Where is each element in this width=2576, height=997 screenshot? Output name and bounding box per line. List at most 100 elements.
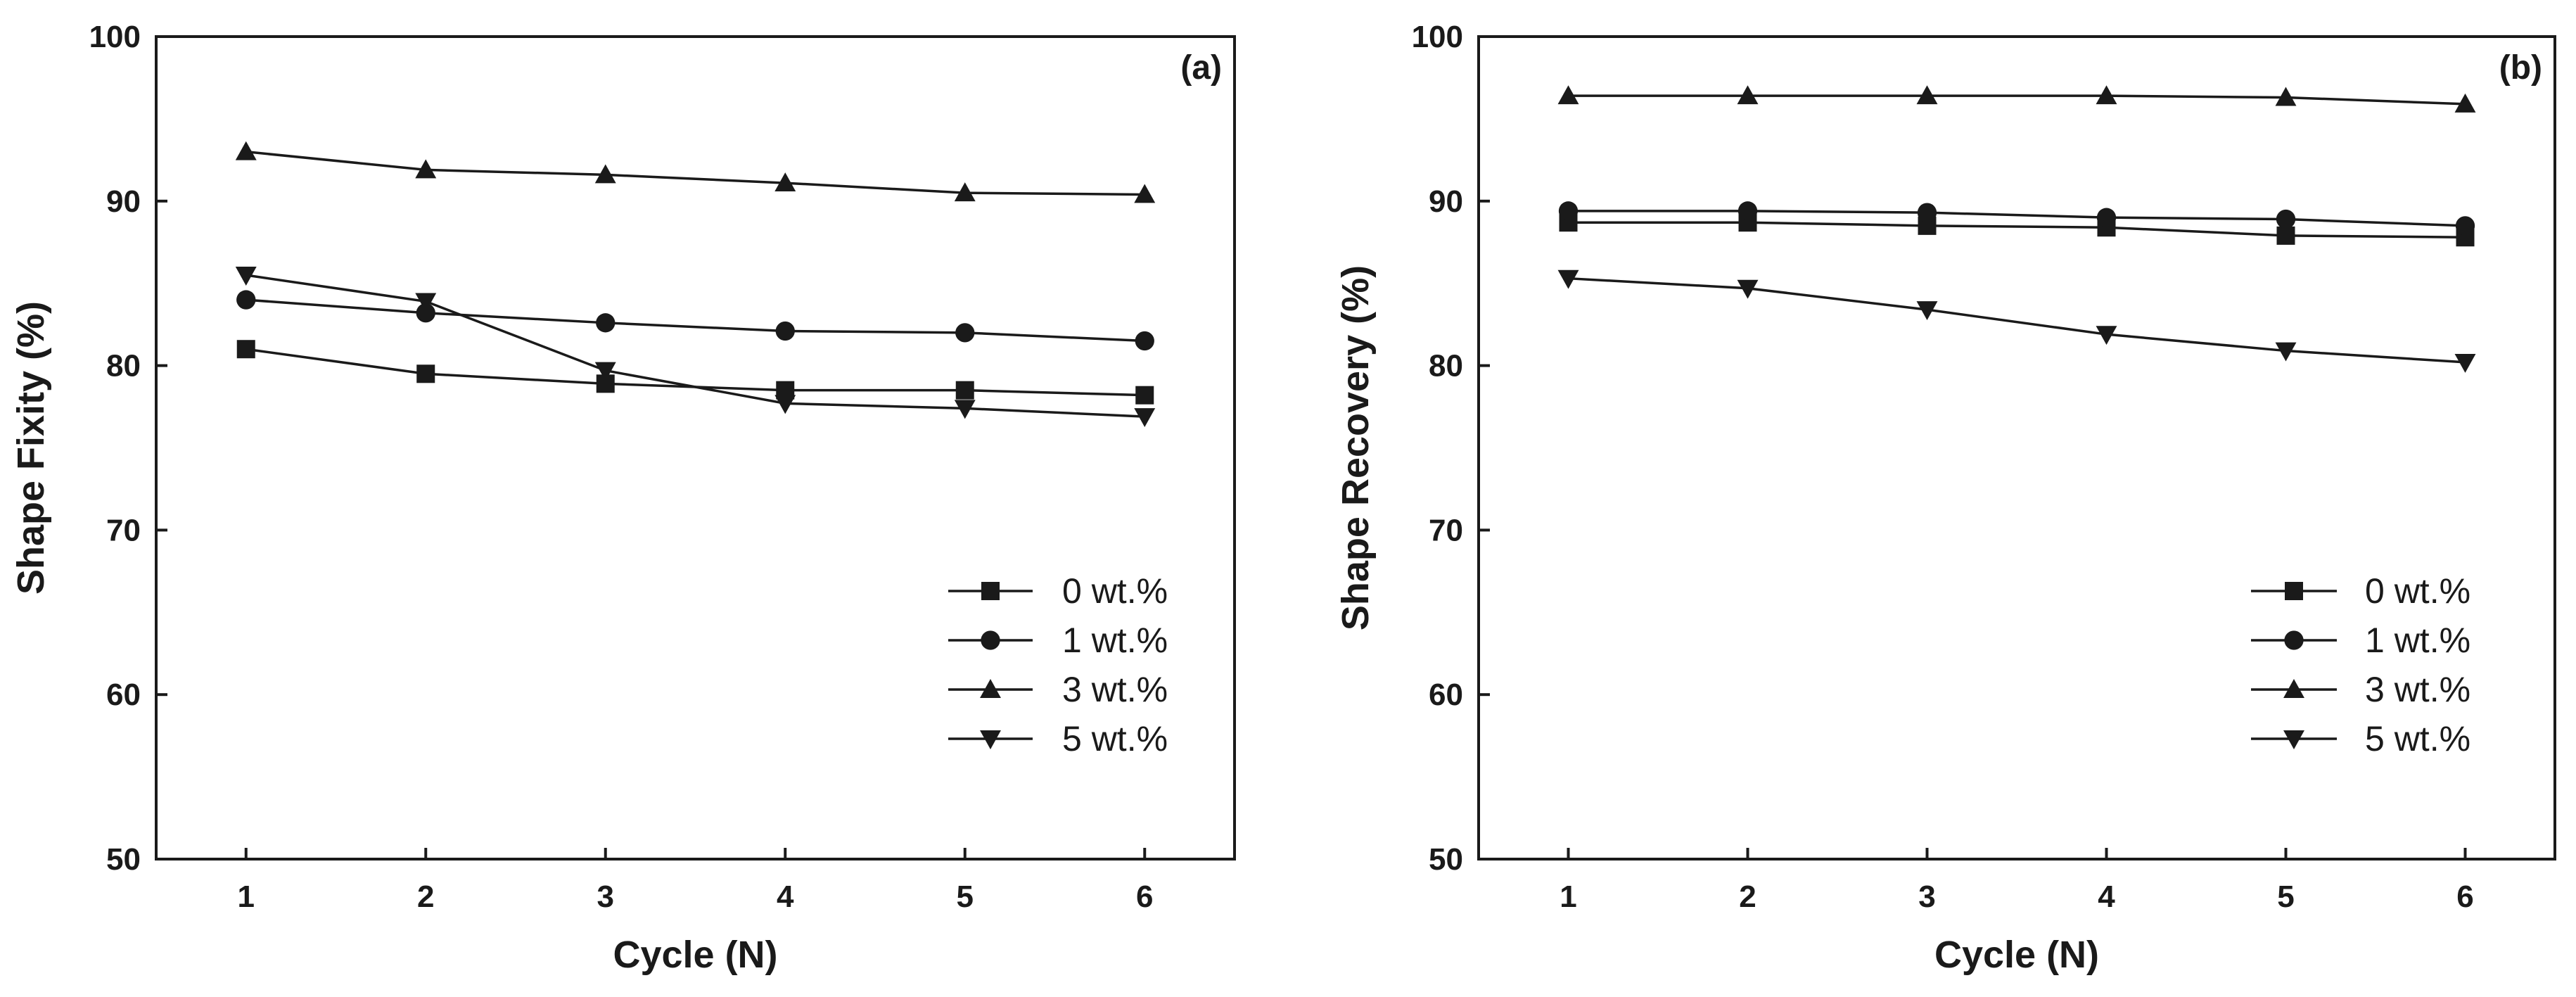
legend-marker [2283,730,2304,749]
data-point [774,395,796,414]
data-point [2454,93,2476,113]
y-tick-label: 90 [106,184,141,219]
data-point [1134,408,1156,428]
legend-marker [981,582,1000,600]
x-tick-label: 5 [957,879,974,914]
x-tick-label: 2 [1739,879,1756,914]
panel-label: (b) [2499,49,2542,87]
series-5-wt [235,267,1156,428]
y-tick-label: 80 [106,349,141,383]
legend-label: 5 wt.% [1062,719,1168,758]
x-tick-label: 3 [597,879,614,914]
data-point [1737,85,1759,105]
panel-label: (a) [1180,49,1222,87]
series-line [246,298,1145,343]
y-axis-title: Shape Recovery (%) [1334,265,1377,630]
x-tick-label: 2 [417,879,434,914]
x-tick-label: 4 [2098,879,2115,914]
data-point [1737,201,1758,221]
plot-frame [1477,35,2556,861]
y-tick-label: 60 [1429,678,1463,712]
legend-marker [980,679,1001,698]
data-point [235,267,257,286]
series-3-wt [1557,85,2476,113]
data-point [955,381,974,400]
y-tick-label: 50 [106,842,141,877]
x-tick-label: 3 [1918,879,1935,914]
data-point [1558,201,1579,221]
data-point [416,364,435,383]
series-1-wt [1558,201,2475,236]
data-point [235,141,257,160]
x-tick-label: 4 [777,879,794,914]
series-5-wt [1557,269,2476,373]
legend-marker [981,630,1000,650]
data-point [1135,386,1154,405]
legend-label: 5 wt.% [2365,719,2470,758]
data-point [2276,209,2296,229]
y-tick-label: 100 [1412,20,1463,54]
data-point [2455,216,2475,236]
chart-panel-b: 50 60 70 80 90 100 1 2 3 4 5 6 Cycle (N) Shape Recove… [1334,20,2556,976]
legend-label: 1 wt.% [1062,621,1168,660]
series-line [246,348,1145,397]
data-point [954,182,976,202]
legend-marker [2284,630,2304,650]
plot-frame [155,35,1236,861]
data-point [594,164,616,184]
series-line [1568,210,2466,227]
x-axis-title: Cycle (N) [613,934,777,976]
data-point [775,321,795,341]
y-tick-label: 80 [1429,349,1463,383]
series-3-wt [235,141,1156,203]
y-tick-label: 70 [106,513,141,547]
data-point [2275,87,2297,106]
data-point [1917,203,1937,222]
data-point [1557,269,1579,289]
y-tick-label: 100 [89,20,141,54]
legend-label: 1 wt.% [2365,621,2470,660]
legend-marker [980,730,1001,749]
legend-marker [2285,582,2303,600]
data-point [1737,279,1759,299]
legend-marker [2283,679,2304,698]
y-tick-label: 90 [1429,184,1463,219]
y-axis-title: Shape Fixity (%) [10,301,52,595]
data-point [594,362,616,381]
y-tick-label: 70 [1429,513,1463,547]
data-point [236,340,255,359]
series-line [1568,94,2466,106]
data-point [2454,353,2476,373]
legend-label: 3 wt.% [1062,670,1168,709]
series-1-wt [236,290,1154,351]
data-point [1135,331,1154,351]
x-tick-label: 1 [1560,879,1576,914]
y-tick-label: 50 [1429,842,1463,877]
data-point [596,313,616,333]
data-point [415,159,437,179]
x-tick-label: 6 [2456,879,2473,914]
series-0-wt [236,340,1154,405]
series-line [1568,221,2466,239]
x-tick-label: 5 [2277,879,2294,914]
data-point [416,303,435,323]
x-tick-label: 6 [1136,879,1153,914]
legend-label: 3 wt.% [2365,670,2470,709]
data-point [1916,85,1938,105]
data-point [774,172,796,192]
series-0-wt [1559,213,2475,247]
series-line [246,274,1145,418]
data-point [954,400,976,419]
data-point [955,323,975,343]
x-tick-label: 1 [238,879,255,914]
data-point [415,293,437,312]
y-tick-label: 60 [106,678,141,712]
data-point [1557,85,1579,105]
data-point [1134,184,1156,203]
chart-panel-a: 50 60 70 80 90 100 1 2 3 4 5 6 Cycle (N) Shape Fixity… [10,20,1236,976]
series-line [1568,277,2466,364]
legend-label: 0 wt.% [2365,571,2470,611]
data-point [2096,85,2117,105]
data-point [2096,326,2117,345]
